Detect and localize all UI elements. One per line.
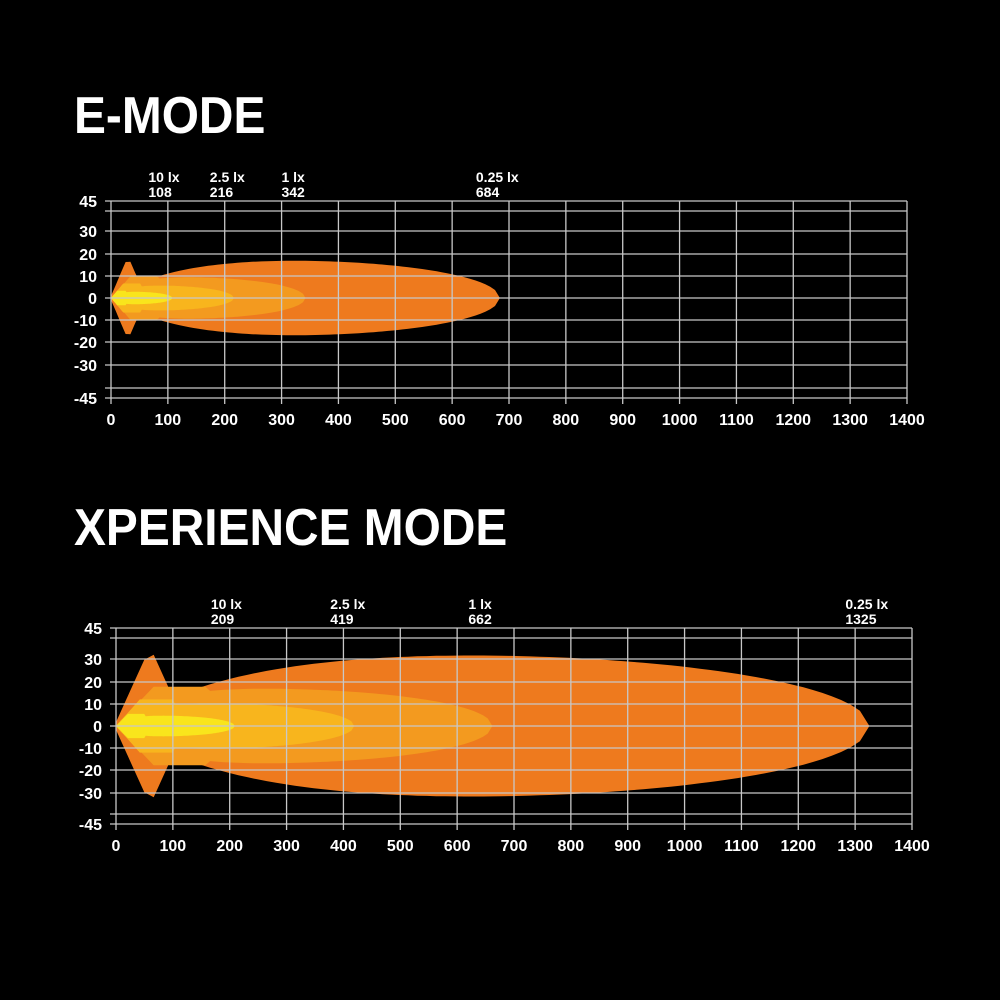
contour-lux-label: 2.5 lx [210, 169, 245, 185]
contour-distance-label: 342 [281, 184, 305, 200]
x-tick-label: 0 [107, 412, 116, 429]
contour-distance-label: 684 [476, 184, 500, 200]
y-tick-label: 10 [79, 269, 97, 286]
x-tick-label: 1400 [889, 412, 925, 429]
y-tick-label: 30 [79, 224, 97, 241]
x-tick-label: 900 [609, 412, 636, 429]
x-tick-label: 200 [211, 412, 238, 429]
y-tick-label: -10 [74, 313, 97, 330]
x-tick-label: 500 [382, 412, 409, 429]
x-tick-label: 800 [553, 412, 580, 429]
contour-lux-label: 10 lx [148, 169, 179, 185]
e-mode-title: E-MODE [74, 87, 266, 145]
contour-distance-label: 108 [148, 184, 172, 200]
xperience-mode-title: XPERIENCE MODE [74, 499, 508, 557]
x-tick-label: 300 [268, 412, 295, 429]
contour-distance-label: 216 [210, 184, 234, 200]
x-tick-label: 1300 [832, 412, 868, 429]
y-tick-label: -30 [74, 358, 97, 375]
x-tick-label: 1100 [719, 412, 754, 429]
x-tick-label: 100 [155, 412, 182, 429]
x-tick-label: 1200 [775, 412, 811, 429]
x-tick-label: 400 [325, 412, 352, 429]
y-tick-label: 45 [79, 194, 97, 211]
x-tick-label: 600 [439, 412, 466, 429]
y-tick-label: 20 [79, 247, 97, 264]
y-tick-label: -20 [74, 335, 97, 352]
contour-lux-label: 1 lx [281, 169, 305, 185]
y-tick-label: 0 [88, 291, 97, 308]
contour-lux-label: 0.25 lx [476, 169, 519, 185]
y-tick-label: -45 [74, 391, 97, 408]
x-tick-label: 1000 [662, 412, 698, 429]
x-tick-label: 700 [496, 412, 523, 429]
